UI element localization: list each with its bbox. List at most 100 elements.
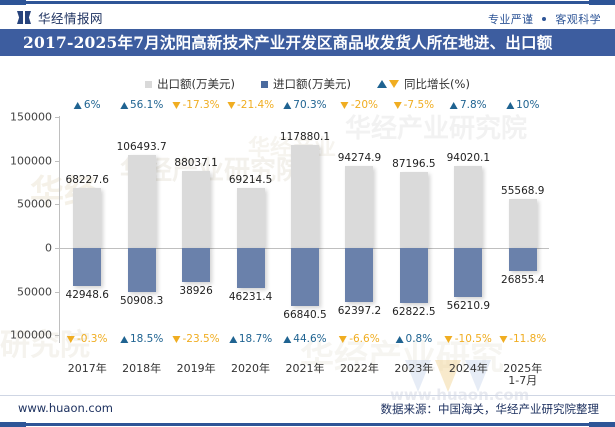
export-bar[interactable]: [399, 171, 428, 248]
export-growth-value: 56.1%: [129, 99, 164, 111]
bottom-rule: [0, 422, 615, 427]
import-growth-label: -23.5%: [172, 333, 220, 345]
export-bar[interactable]: [290, 145, 319, 248]
footer-source: 数据来源：中国海关，华经产业研究院整理: [380, 402, 600, 416]
export-growth-label: -7.5%: [393, 99, 434, 111]
y-axis-tick-label: 100000: [10, 154, 52, 168]
export-bar[interactable]: [182, 171, 211, 248]
legend-item-import: 进口额(万美元): [261, 76, 351, 92]
x-axis-tick-label: 2017年: [67, 362, 107, 375]
export-bar[interactable]: [73, 188, 102, 248]
export-growth-value: 10%: [516, 99, 540, 111]
triangle-up-icon: [377, 80, 388, 88]
triangle-up-icon: [283, 101, 292, 109]
export-value-label: 87196.5: [392, 157, 436, 170]
bar-group[interactable]: 94274.9 62397.2 -20% -6.6% 2022年: [332, 95, 386, 375]
triangle-up-icon: [395, 335, 404, 343]
x-axis-tick-label: 2023年: [394, 362, 434, 375]
x-axis-tick-label: 2020年: [231, 362, 271, 375]
export-value-label: 55568.9: [501, 185, 545, 198]
import-growth-label: 0.8%: [395, 333, 433, 345]
import-growth-value: -0.3%: [76, 333, 108, 345]
y-axis-line: [59, 116, 60, 343]
y-axis-tick-label: 50000: [17, 285, 52, 299]
y-axis-tick-label: 50000: [17, 197, 52, 211]
import-value-label: 50908.3: [119, 295, 164, 308]
export-value-label: 69214.5: [228, 173, 273, 186]
export-growth-label: 10%: [506, 99, 539, 111]
bottom-rule-left-cap: [0, 422, 26, 427]
import-bar[interactable]: [399, 248, 428, 303]
import-bar[interactable]: [73, 248, 102, 286]
bar-group[interactable]: 88037.1 38926 -17.3% -23.5% 2019年: [169, 95, 223, 375]
bottom-rule-right-cap: [589, 422, 615, 427]
export-value-label: 68227.6: [65, 174, 109, 187]
footer: www.huaon.com 数据来源：中国海关，华经产业研究院整理: [0, 396, 615, 422]
top-rule-line: [0, 1, 615, 4]
import-bar[interactable]: [236, 248, 265, 289]
export-bar[interactable]: [127, 154, 156, 248]
export-bar[interactable]: [345, 165, 374, 248]
import-bar[interactable]: [345, 248, 374, 303]
export-growth-label: 6%: [73, 99, 101, 111]
import-value-label: 38926: [179, 284, 213, 297]
top-rule-left-cap: [0, 0, 26, 5]
import-bar[interactable]: [508, 248, 537, 272]
import-value-label: 46231.4: [228, 291, 273, 304]
triangle-down-icon: [389, 80, 400, 88]
bar-group[interactable]: 94020.1 56210.9 7.8% -10.5% 2024年: [441, 95, 495, 375]
chart-legend: 出口额(万美元) 进口额(万美元) 同比增长(%): [0, 75, 615, 93]
import-growth-label: -10.5%: [444, 333, 492, 345]
export-growth-label: 56.1%: [119, 99, 164, 111]
footer-site-url[interactable]: www.huaon.com: [18, 401, 113, 415]
bar-group[interactable]: 55568.9 26855.4 10% -11.8% 2025年 1-7月: [496, 95, 550, 387]
export-bar[interactable]: [236, 187, 265, 248]
brand: 华经情报网: [17, 8, 103, 27]
y-axis-tick-label: 150000: [10, 110, 52, 124]
export-growth-label: -20%: [340, 99, 378, 111]
import-value-label: 62397.2: [337, 305, 382, 318]
huajing-bars-logo-icon: [17, 11, 32, 24]
import-value-label: 66840.5: [283, 309, 327, 322]
import-bar[interactable]: [290, 248, 319, 307]
slogan-left: 专业严谨: [487, 13, 534, 26]
import-bar[interactable]: [127, 248, 156, 293]
export-growth-label: 70.3%: [283, 99, 327, 111]
export-bar[interactable]: [508, 199, 537, 248]
export-value-label: 94020.1: [446, 151, 491, 164]
export-bar[interactable]: [454, 165, 483, 248]
slogan-separator-dot-icon: [542, 17, 547, 21]
bar-group[interactable]: 68227.6 42948.6 6% -0.3% 2017年: [60, 95, 114, 375]
x-axis-tick-label: 2025年 1-7月: [503, 362, 543, 387]
y-axis-tick-mark: [55, 160, 60, 162]
bar-group[interactable]: 87196.5 62822.5 -7.5% 0.8% 2023年: [387, 95, 441, 375]
bar-group[interactable]: 69214.5 46231.4 -21.4% 18.7% 2020年: [223, 95, 277, 375]
footer-rule: [0, 395, 615, 396]
y-axis: 150000 100000 50000 0 50000 100000: [0, 95, 60, 365]
import-growth-value: 0.8%: [405, 333, 433, 345]
bottom-rule-line: [0, 423, 615, 426]
export-growth-value: 6%: [83, 99, 101, 111]
export-growth-value: 70.3%: [293, 99, 327, 111]
triangle-down-icon: [226, 101, 235, 109]
legend-label-export: 出口额(万美元): [157, 77, 236, 91]
bar-group[interactable]: 106493.7 50908.3 56.1% 18.5% 2018年: [114, 95, 168, 375]
bar-series-group: 68227.6 42948.6 6% -0.3% 2017年 106493.7 50908.…: [60, 95, 550, 387]
legend-swatch-export-icon: [145, 80, 153, 88]
import-growth-label: 18.5%: [119, 333, 163, 345]
bar-group[interactable]: 117880.1 66840.5 70.3% 44.6% 2021年: [278, 95, 332, 375]
export-growth-value: -17.3%: [182, 99, 220, 111]
import-bar[interactable]: [454, 248, 483, 298]
y-axis-tick-label: 100000: [10, 328, 52, 342]
y-axis-tick-mark: [55, 248, 60, 249]
import-bar[interactable]: [182, 248, 211, 282]
import-growth-value: -11.8%: [509, 333, 547, 345]
triangle-down-icon: [340, 101, 349, 109]
export-growth-label: -17.3%: [172, 99, 220, 111]
legend-label-growth: 同比增长(%): [404, 77, 470, 91]
legend-label-import: 进口额(万美元): [273, 77, 352, 91]
import-growth-value: -23.5%: [182, 333, 220, 345]
import-growth-label: -11.8%: [499, 333, 546, 345]
brand-row: 华经情报网 专业严谨 客观科学: [0, 5, 615, 29]
